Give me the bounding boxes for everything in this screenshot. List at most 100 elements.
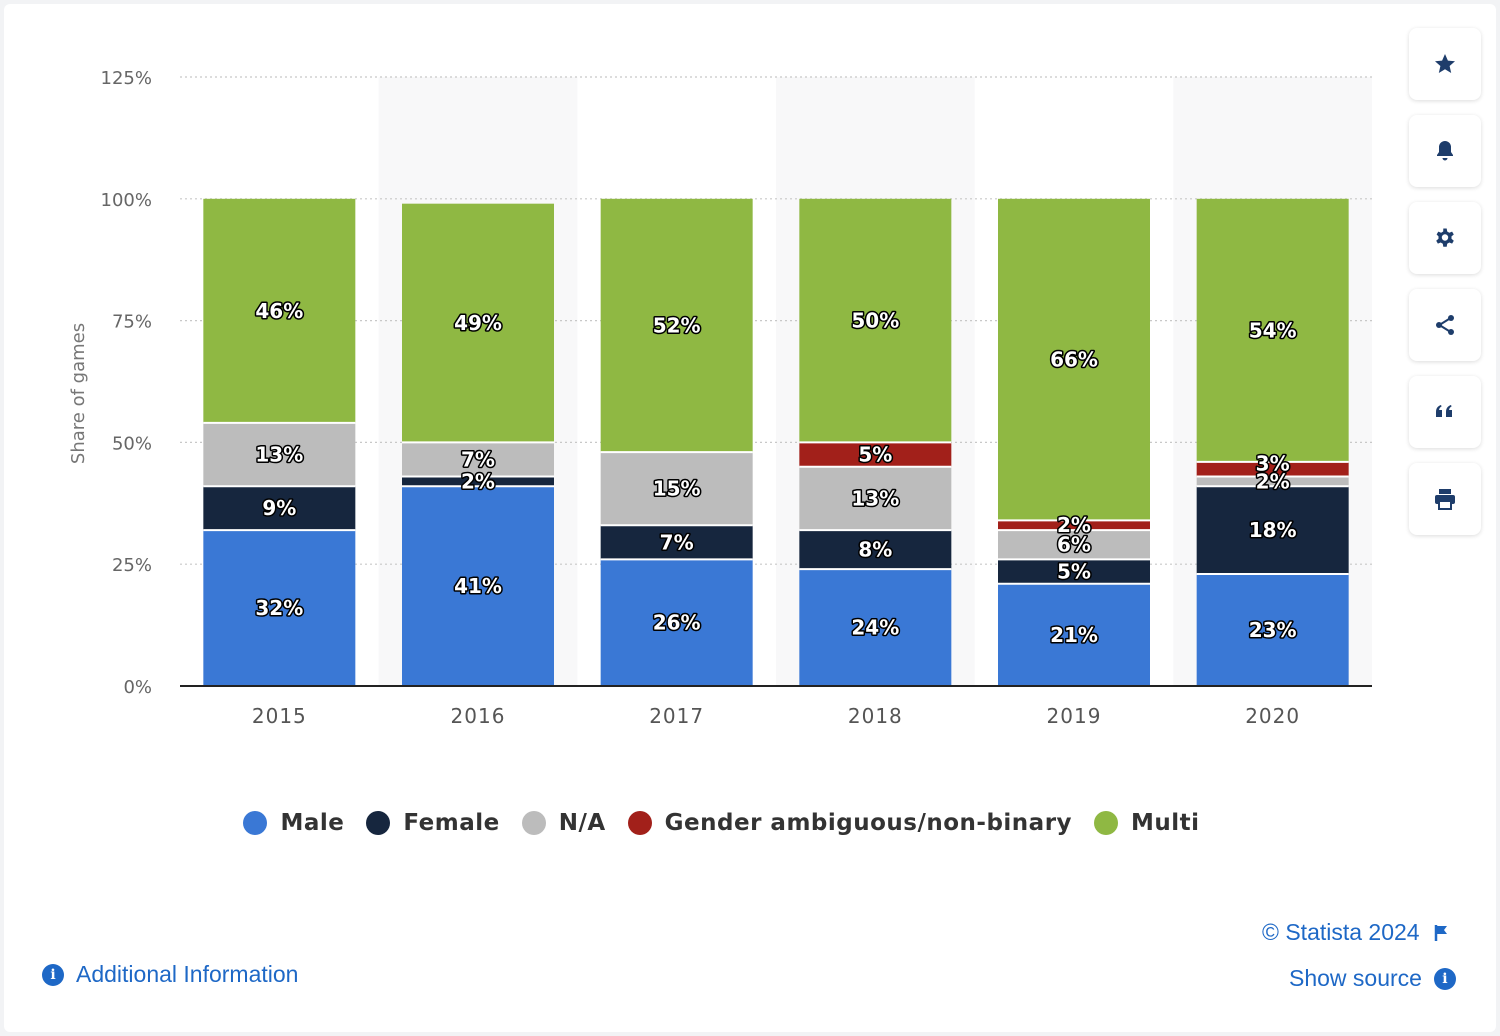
data-label: 8% [858,538,892,562]
legend-label: Female [403,810,500,836]
legend-marker [243,811,268,835]
data-label: 54% [1249,318,1297,342]
data-label: 24% [851,616,899,640]
quote-icon [1436,405,1452,417]
favorite-button[interactable] [1409,28,1481,100]
bar-segment[interactable] [600,198,753,453]
data-label: 32% [255,596,303,620]
bar-segment[interactable] [402,486,554,686]
show-source-link[interactable]: Show source i [1289,965,1456,992]
data-label: 50% [851,309,899,333]
print-button[interactable] [1409,463,1481,535]
info-icon: i [42,963,64,986]
data-label: 46% [255,299,303,323]
bar-segment[interactable] [203,530,356,686]
bar-segment[interactable] [799,569,952,686]
bar-segment[interactable] [402,203,554,443]
settings-button[interactable] [1409,202,1481,274]
bar-segment[interactable] [1196,461,1349,477]
legend-marker [627,811,652,835]
bar-segment[interactable] [998,530,1150,560]
additional-information-text: Additional Information [76,961,299,987]
bar-segment[interactable] [402,476,554,487]
legend-item-male[interactable]: Male [243,810,344,836]
data-label: 41% [454,574,502,598]
stacked-bar-chart: 32%9%13%46%41%2%7%49%26%7%15%52%24%8%13%… [68,68,1372,728]
data-label: 9% [262,496,296,520]
data-label: 52% [653,313,701,337]
y-tick-label: 125% [101,68,152,89]
data-label: 13% [255,443,303,467]
bar-segment[interactable] [203,486,356,531]
data-label: 13% [851,486,899,510]
bar-segment[interactable] [998,559,1150,584]
legend-marker [366,811,391,835]
bar-segment[interactable] [1196,573,1349,686]
y-tick-label: 25% [112,555,152,576]
data-label: 23% [1249,618,1297,642]
legend: Male Female N/A Gender ambiguous/non-bin… [4,810,1439,836]
legend-label: N/A [558,810,606,836]
bar-segment[interactable] [600,452,753,526]
data-label: 18% [1249,518,1297,542]
bar-segment[interactable] [1196,198,1349,462]
data-label: 26% [653,611,701,635]
legend-marker [521,811,546,835]
data-label: 2% [1057,513,1091,537]
x-tick-label: 2019 [1047,704,1102,728]
bar-segment[interactable] [203,422,356,487]
legend-label: Multi [1131,810,1200,836]
bars [203,198,1349,686]
bar-segment[interactable] [600,525,753,560]
data-label: 6% [1057,533,1091,557]
bar-segment[interactable] [799,198,952,443]
info-icon: i [1433,967,1456,990]
data-label: 2% [461,469,495,493]
show-source-text: Show source [1289,965,1422,991]
gridlines [180,76,1372,565]
legend-item-gender-ambiguous[interactable]: Gender ambiguous/non-binary [627,810,1072,836]
data-labels: 32%9%13%46%41%2%7%49%26%7%15%52%24%8%13%… [254,297,1298,648]
cite-button[interactable] [1409,376,1481,448]
star-icon [1435,54,1455,73]
legend-item-female[interactable]: Female [366,810,499,836]
legend-marker [1094,811,1119,835]
print-icon [1435,489,1455,510]
data-label: 7% [461,447,495,471]
bar-segment[interactable] [998,583,1150,686]
x-tick-label: 2020 [1245,704,1300,728]
axes: 0% 25% 50% 75% 100% 125% Share of games 2015 201… [68,68,1372,728]
data-label: 2% [1256,469,1290,493]
bar-segment[interactable] [600,559,753,686]
additional-information-link[interactable]: i Additional Information [42,961,298,988]
y-tick-label: 50% [112,433,152,454]
legend-item-na[interactable]: N/A [521,810,606,836]
x-tick-label: 2016 [451,704,506,728]
chart-card: 32% 9% 13% 46% 41% 2% 7% 49% 26% 7% 15% 52% 24% 8% 13%… [4,4,1496,1032]
bar-segment[interactable] [799,442,952,467]
copyright-link[interactable]: © Statista 2024 [1262,919,1450,946]
y-tick-label: 100% [101,190,152,211]
bell-icon [1437,141,1453,161]
bar-segment[interactable] [998,520,1150,531]
bar-segment[interactable] [402,442,554,477]
flag-icon [1434,924,1447,941]
bar-segment[interactable] [799,466,952,531]
x-tick-label: 2018 [848,704,903,728]
bar-segment[interactable] [998,198,1150,521]
legend-item-multi[interactable]: Multi [1094,810,1200,836]
bar-segment[interactable] [1196,476,1349,487]
bar-segment[interactable] [203,198,356,423]
share-icon [1436,315,1454,335]
x-tick-label: 2015 [252,704,307,728]
share-button[interactable] [1409,289,1481,361]
bar-segment[interactable] [799,530,952,570]
data-label: 15% [653,477,701,501]
data-label: 3% [1256,451,1290,475]
notification-button[interactable] [1409,115,1481,187]
data-label: 21% [1050,623,1098,647]
data-label: 5% [858,443,892,467]
data-label: 5% [1057,560,1091,584]
bar-segment[interactable] [1196,486,1349,574]
data-label: 66% [1050,348,1098,372]
